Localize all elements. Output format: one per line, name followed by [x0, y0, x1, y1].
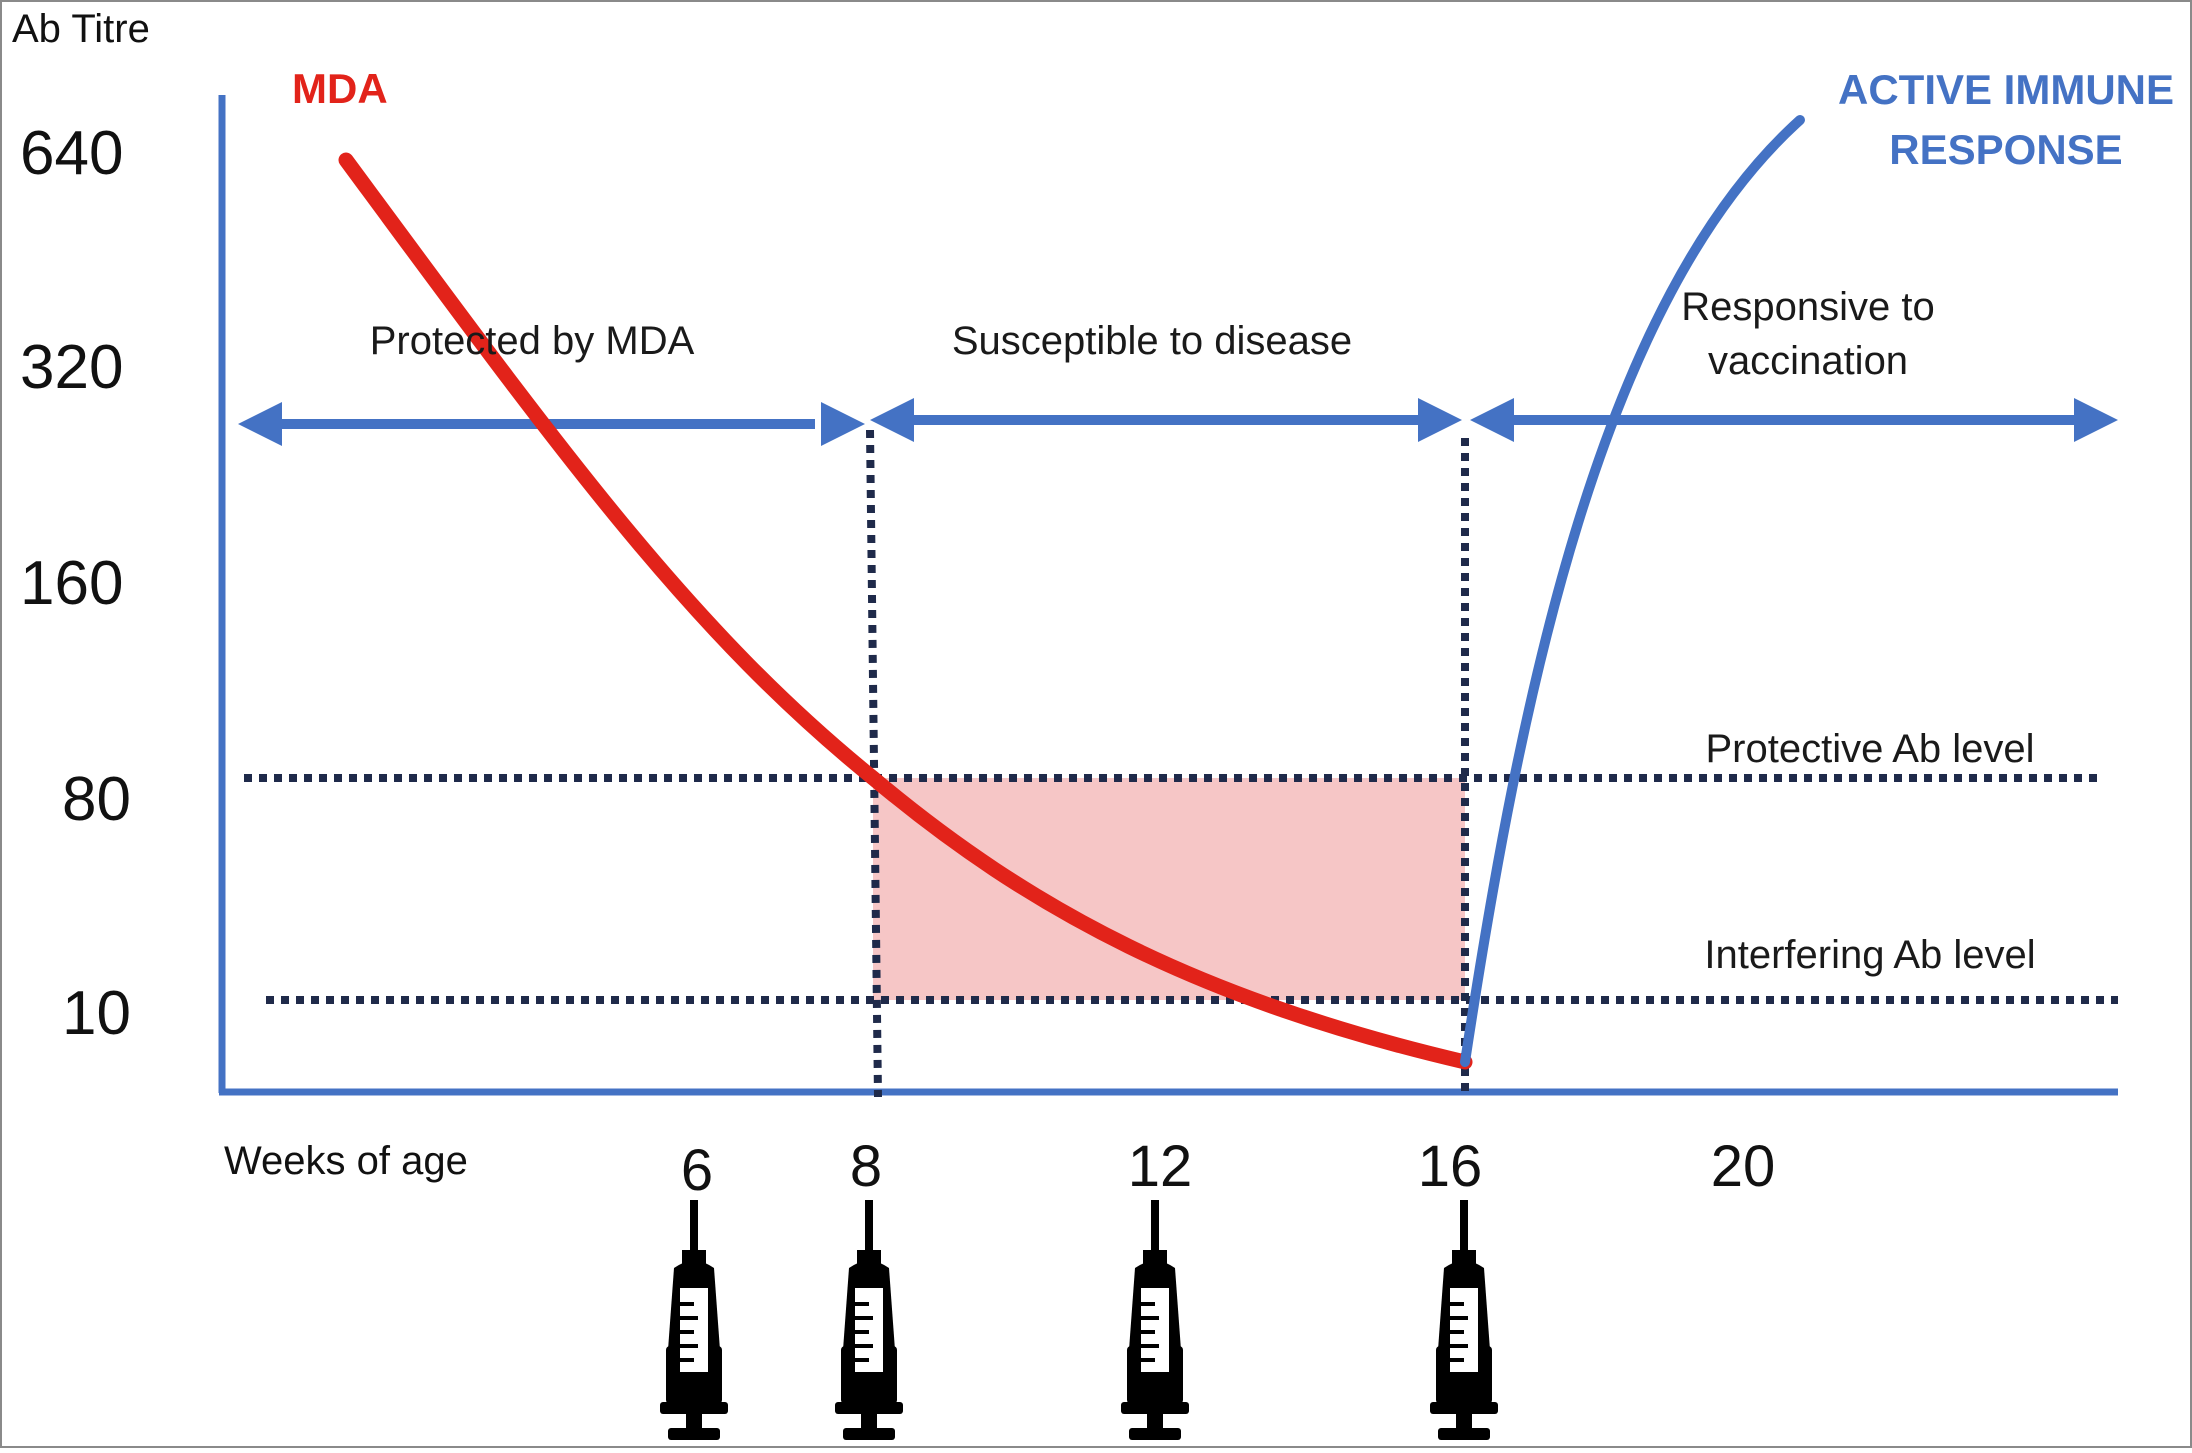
interfering-level-label: Interfering Ab level: [1704, 933, 2035, 977]
y-tick-10: 10: [62, 979, 131, 1048]
x-tick-12: 12: [1128, 1134, 1193, 1199]
active-immune-label-line2: RESPONSE: [1889, 126, 2122, 173]
x-tick-8: 8: [850, 1134, 882, 1199]
y-tick-80: 80: [62, 765, 131, 834]
x-tick-6: 6: [681, 1138, 713, 1203]
protected-region-label: Protected by MDA: [370, 319, 695, 363]
mda-label: MDA: [292, 65, 388, 112]
responsive-arrow: [1470, 398, 2118, 442]
syringe-icon: [1430, 1200, 1498, 1440]
active-immune-curve: [1460, 115, 1805, 1067]
syringe-icon: [835, 1200, 903, 1440]
mda-curve: [338, 152, 1473, 1070]
syringe-icon: [1121, 1200, 1189, 1440]
responsive-region-label-line1: Responsive to: [1681, 285, 1934, 329]
x-axis-title: Weeks of age: [224, 1139, 468, 1183]
y-tick-320: 320: [20, 333, 123, 402]
y-tick-160: 160: [20, 549, 123, 618]
syringe-icon: [660, 1200, 728, 1440]
protective-level-label: Protective Ab level: [1705, 727, 2034, 771]
x-tick-20: 20: [1711, 1134, 1776, 1199]
active-immune-label-line1: ACTIVE IMMUNE: [1838, 66, 2174, 113]
x-tick-16: 16: [1418, 1134, 1483, 1199]
susceptible-region-label: Susceptible to disease: [952, 319, 1352, 363]
responsive-region-label-line2: vaccination: [1708, 339, 1908, 383]
week-8-marker-line: [866, 429, 882, 1098]
y-axis-title: Ab Titre: [12, 7, 150, 51]
susceptible-arrow: [870, 398, 1462, 442]
y-tick-640: 640: [20, 119, 123, 188]
